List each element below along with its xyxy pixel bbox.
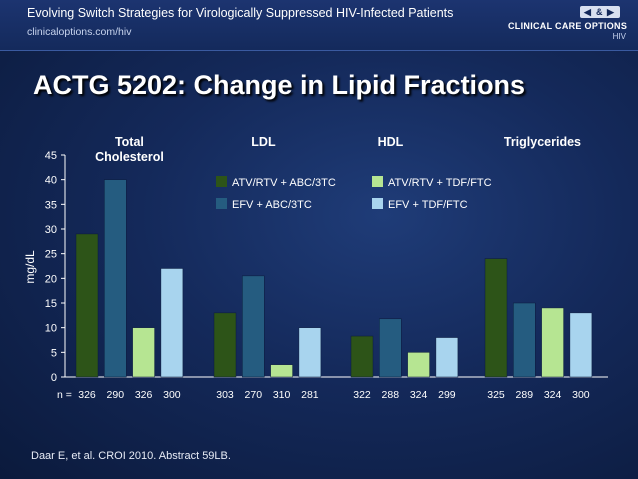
n-value-label: 326 (78, 389, 96, 401)
n-prefix-label: n = (57, 389, 72, 401)
n-value-label: 326 (135, 389, 153, 401)
y-tick-label: 0 (51, 372, 57, 384)
n-value-label: 290 (107, 389, 125, 401)
legend-label: ATV/RTV + ABC/3TC (232, 177, 336, 189)
n-value-label: 289 (516, 389, 534, 401)
bar (160, 268, 184, 378)
header-url: clinicaloptions.com/hiv (27, 26, 132, 38)
bar (513, 302, 536, 378)
y-axis-label: mg/dL (23, 250, 37, 284)
n-value-label: 300 (572, 389, 590, 401)
y-tick-label: 25 (45, 249, 57, 261)
header-bar: Evolving Switch Strategies for Virologic… (0, 0, 638, 51)
n-value-label: 288 (382, 389, 400, 401)
n-value-label: 324 (544, 389, 562, 401)
logo-arrow-left-icon: ◀ (584, 7, 591, 17)
y-tick-label: 15 (45, 298, 57, 310)
legend-swatch (216, 176, 227, 187)
n-value-label: 322 (353, 389, 371, 401)
bar (298, 327, 322, 378)
bar (407, 352, 430, 378)
y-tick-label: 40 (45, 175, 57, 187)
bar (242, 275, 265, 378)
n-value-label: 310 (273, 389, 291, 401)
n-value-label: 325 (487, 389, 505, 401)
bar (350, 335, 374, 378)
logo-ampersand-icon: & (596, 7, 603, 17)
n-value-label: 281 (301, 389, 319, 401)
n-value-label: 324 (410, 389, 428, 401)
category-label: Total (115, 135, 144, 149)
category-label: Triglycerides (504, 135, 581, 149)
category-label: LDL (251, 135, 276, 149)
bar (132, 327, 155, 378)
y-tick-label: 45 (45, 150, 57, 162)
citation: Daar E, et al. CROI 2010. Abstract 59LB. (31, 450, 231, 462)
legend-label: EFV + ABC/3TC (232, 199, 312, 211)
logo-icon-box: ◀ & ▶ (580, 6, 620, 18)
y-tick-label: 10 (45, 323, 57, 335)
bar (213, 312, 237, 378)
y-tick-label: 35 (45, 199, 57, 211)
legend-swatch (216, 198, 227, 209)
clinical-care-options-logo: ◀ & ▶ CLINICAL CARE OPTIONS HIV (508, 6, 630, 42)
legend-swatch (372, 176, 383, 187)
category-label: Cholesterol (95, 150, 164, 164)
bar (569, 312, 593, 378)
n-value-label: 300 (163, 389, 181, 401)
category-label: HDL (378, 135, 404, 149)
y-tick-label: 30 (45, 224, 57, 236)
logo-text: CLINICAL CARE OPTIONS (508, 21, 628, 31)
slide-title: ACTG 5202: Change in Lipid Fractions (33, 70, 526, 100)
legend-label: ATV/RTV + TDF/FTC (388, 177, 492, 189)
logo-subtext: HIV (612, 32, 626, 41)
bar (435, 337, 459, 378)
bar (270, 364, 293, 378)
n-value-label: 303 (216, 389, 234, 401)
header-title: Evolving Switch Strategies for Virologic… (27, 6, 454, 20)
bar (75, 233, 99, 378)
n-value-label: 299 (438, 389, 456, 401)
y-tick-label: 20 (45, 273, 57, 285)
n-value-label: 270 (245, 389, 263, 401)
logo-arrow-right-icon: ▶ (607, 7, 614, 17)
legend-label: EFV + TDF/FTC (388, 199, 468, 211)
y-tick-label: 5 (51, 347, 57, 359)
bar (541, 307, 564, 378)
legend-swatch (372, 198, 383, 209)
bar (104, 179, 127, 378)
bar (379, 318, 402, 378)
bar (484, 258, 508, 378)
